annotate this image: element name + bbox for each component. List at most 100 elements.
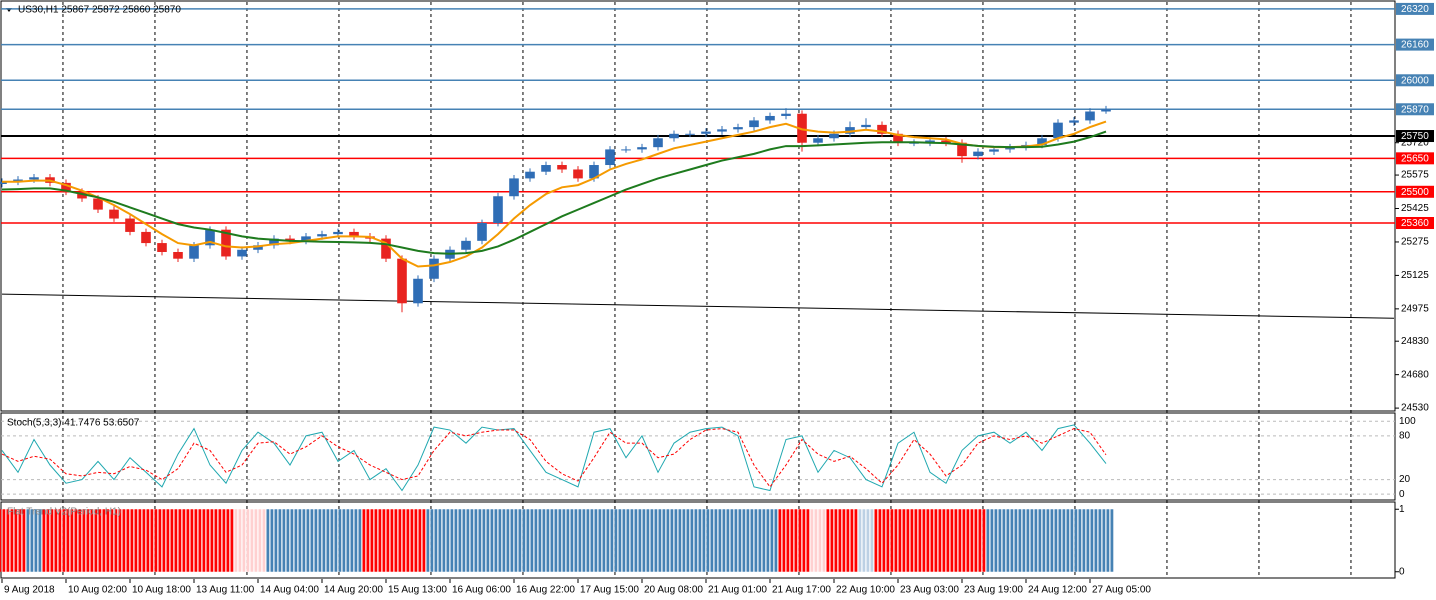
candle-body <box>477 223 487 241</box>
trend-bar <box>782 509 786 572</box>
candle-body <box>61 182 71 192</box>
x-tick-label: 22 Aug 10:00 <box>836 585 895 596</box>
candle-body <box>461 240 471 250</box>
trend-bar <box>918 509 922 572</box>
trend-bar <box>478 509 482 572</box>
y-tick-label: 24530 <box>1401 403 1429 414</box>
trend-bar <box>606 509 610 572</box>
trend-bar <box>662 509 666 572</box>
y-tick-label: 25425 <box>1401 203 1429 214</box>
trend-bar <box>498 509 502 572</box>
trend-bar <box>42 509 46 572</box>
candle-body <box>1037 138 1047 145</box>
x-tick-label: 17 Aug 15:00 <box>580 585 639 596</box>
trend-bar <box>734 509 738 572</box>
trend-bar <box>154 509 158 572</box>
trend-bar <box>66 509 70 572</box>
trend-bar <box>706 509 710 572</box>
trend-bar <box>654 509 658 572</box>
trend-bar <box>418 509 422 572</box>
x-tick-label: 10 Aug 02:00 <box>68 585 127 596</box>
x-tick-label: 16 Aug 22:00 <box>516 585 575 596</box>
panel-frame <box>0 0 1396 412</box>
trend-bar <box>182 509 186 572</box>
trend-bar <box>94 509 98 572</box>
trend-bar <box>290 509 294 572</box>
candle-body <box>93 198 103 210</box>
trend-bar <box>314 509 318 572</box>
trend-bar <box>254 509 258 572</box>
candle-body <box>509 178 519 197</box>
trend-bar <box>358 509 362 572</box>
level-label-box <box>1396 130 1434 143</box>
trend-bar <box>398 509 402 572</box>
trend-bar <box>230 509 234 572</box>
trend-bar <box>426 509 430 572</box>
trend-bar <box>870 509 874 572</box>
candle-body <box>333 231 343 235</box>
trend-bar <box>446 509 450 572</box>
trend-bar <box>838 509 842 572</box>
trend-bar <box>438 509 442 572</box>
trend-bar <box>414 509 418 572</box>
candle-body <box>941 140 951 143</box>
candle-body <box>109 209 119 219</box>
trend-bar <box>2 509 6 572</box>
candle-body <box>749 120 759 128</box>
trend-bar <box>950 509 954 572</box>
trend-bar <box>634 509 638 572</box>
trend-bar <box>234 509 238 572</box>
trend-bar <box>102 509 106 572</box>
trend-bar <box>250 509 254 572</box>
trend-bar <box>362 509 366 572</box>
candle-body <box>1069 120 1079 123</box>
y-tick-label: 80 <box>1399 431 1411 442</box>
trend-bar <box>162 509 166 572</box>
trend-bar <box>530 509 534 572</box>
level-label-box <box>1396 103 1434 116</box>
trend-bar <box>810 509 814 572</box>
trend-bar <box>834 509 838 572</box>
candle-body <box>125 218 135 232</box>
trend-bar <box>1110 509 1114 572</box>
trend-bar <box>70 509 74 572</box>
trend-bar <box>78 509 82 572</box>
level-label-box <box>1396 152 1434 165</box>
trend-bar <box>450 509 454 572</box>
candle-body <box>653 138 663 148</box>
trend-bar <box>262 509 266 572</box>
trend-bar <box>374 509 378 572</box>
trend-bar <box>806 509 810 572</box>
candle-body <box>317 234 327 237</box>
level-label-box <box>1396 2 1434 15</box>
level-label: 25650 <box>1401 153 1429 164</box>
trend-bar <box>1062 509 1066 572</box>
trend-bar <box>282 509 286 572</box>
trend-bar <box>922 509 926 572</box>
trend-bar <box>710 509 714 572</box>
x-tick-label: 21 Aug 17:00 <box>772 585 831 596</box>
trend-bar <box>490 509 494 572</box>
trend-bar <box>822 509 826 572</box>
flat-trend-title: Flat Trend V2(Period, H1) <box>7 507 121 518</box>
trend-bar <box>826 509 830 572</box>
trend-bar <box>130 509 134 572</box>
trend-bar <box>938 509 942 572</box>
candle-body <box>717 129 727 132</box>
trend-bar <box>318 509 322 572</box>
candle-body <box>205 229 215 246</box>
trend-bar <box>546 509 550 572</box>
y-tick-label: 100 <box>1399 416 1416 427</box>
x-tick-label: 16 Aug 06:00 <box>452 585 511 596</box>
trend-bar <box>18 509 22 572</box>
trend-bar <box>558 509 562 572</box>
trend-bar <box>354 509 358 572</box>
trend-bar <box>142 509 146 572</box>
trend-bar <box>766 509 770 572</box>
trend-bar <box>202 509 206 572</box>
candle-body <box>189 245 199 259</box>
x-tick-label: 13 Aug 11:00 <box>196 585 255 596</box>
trend-bar <box>974 509 978 572</box>
trend-bar <box>986 509 990 572</box>
trend-bar <box>1090 509 1094 572</box>
